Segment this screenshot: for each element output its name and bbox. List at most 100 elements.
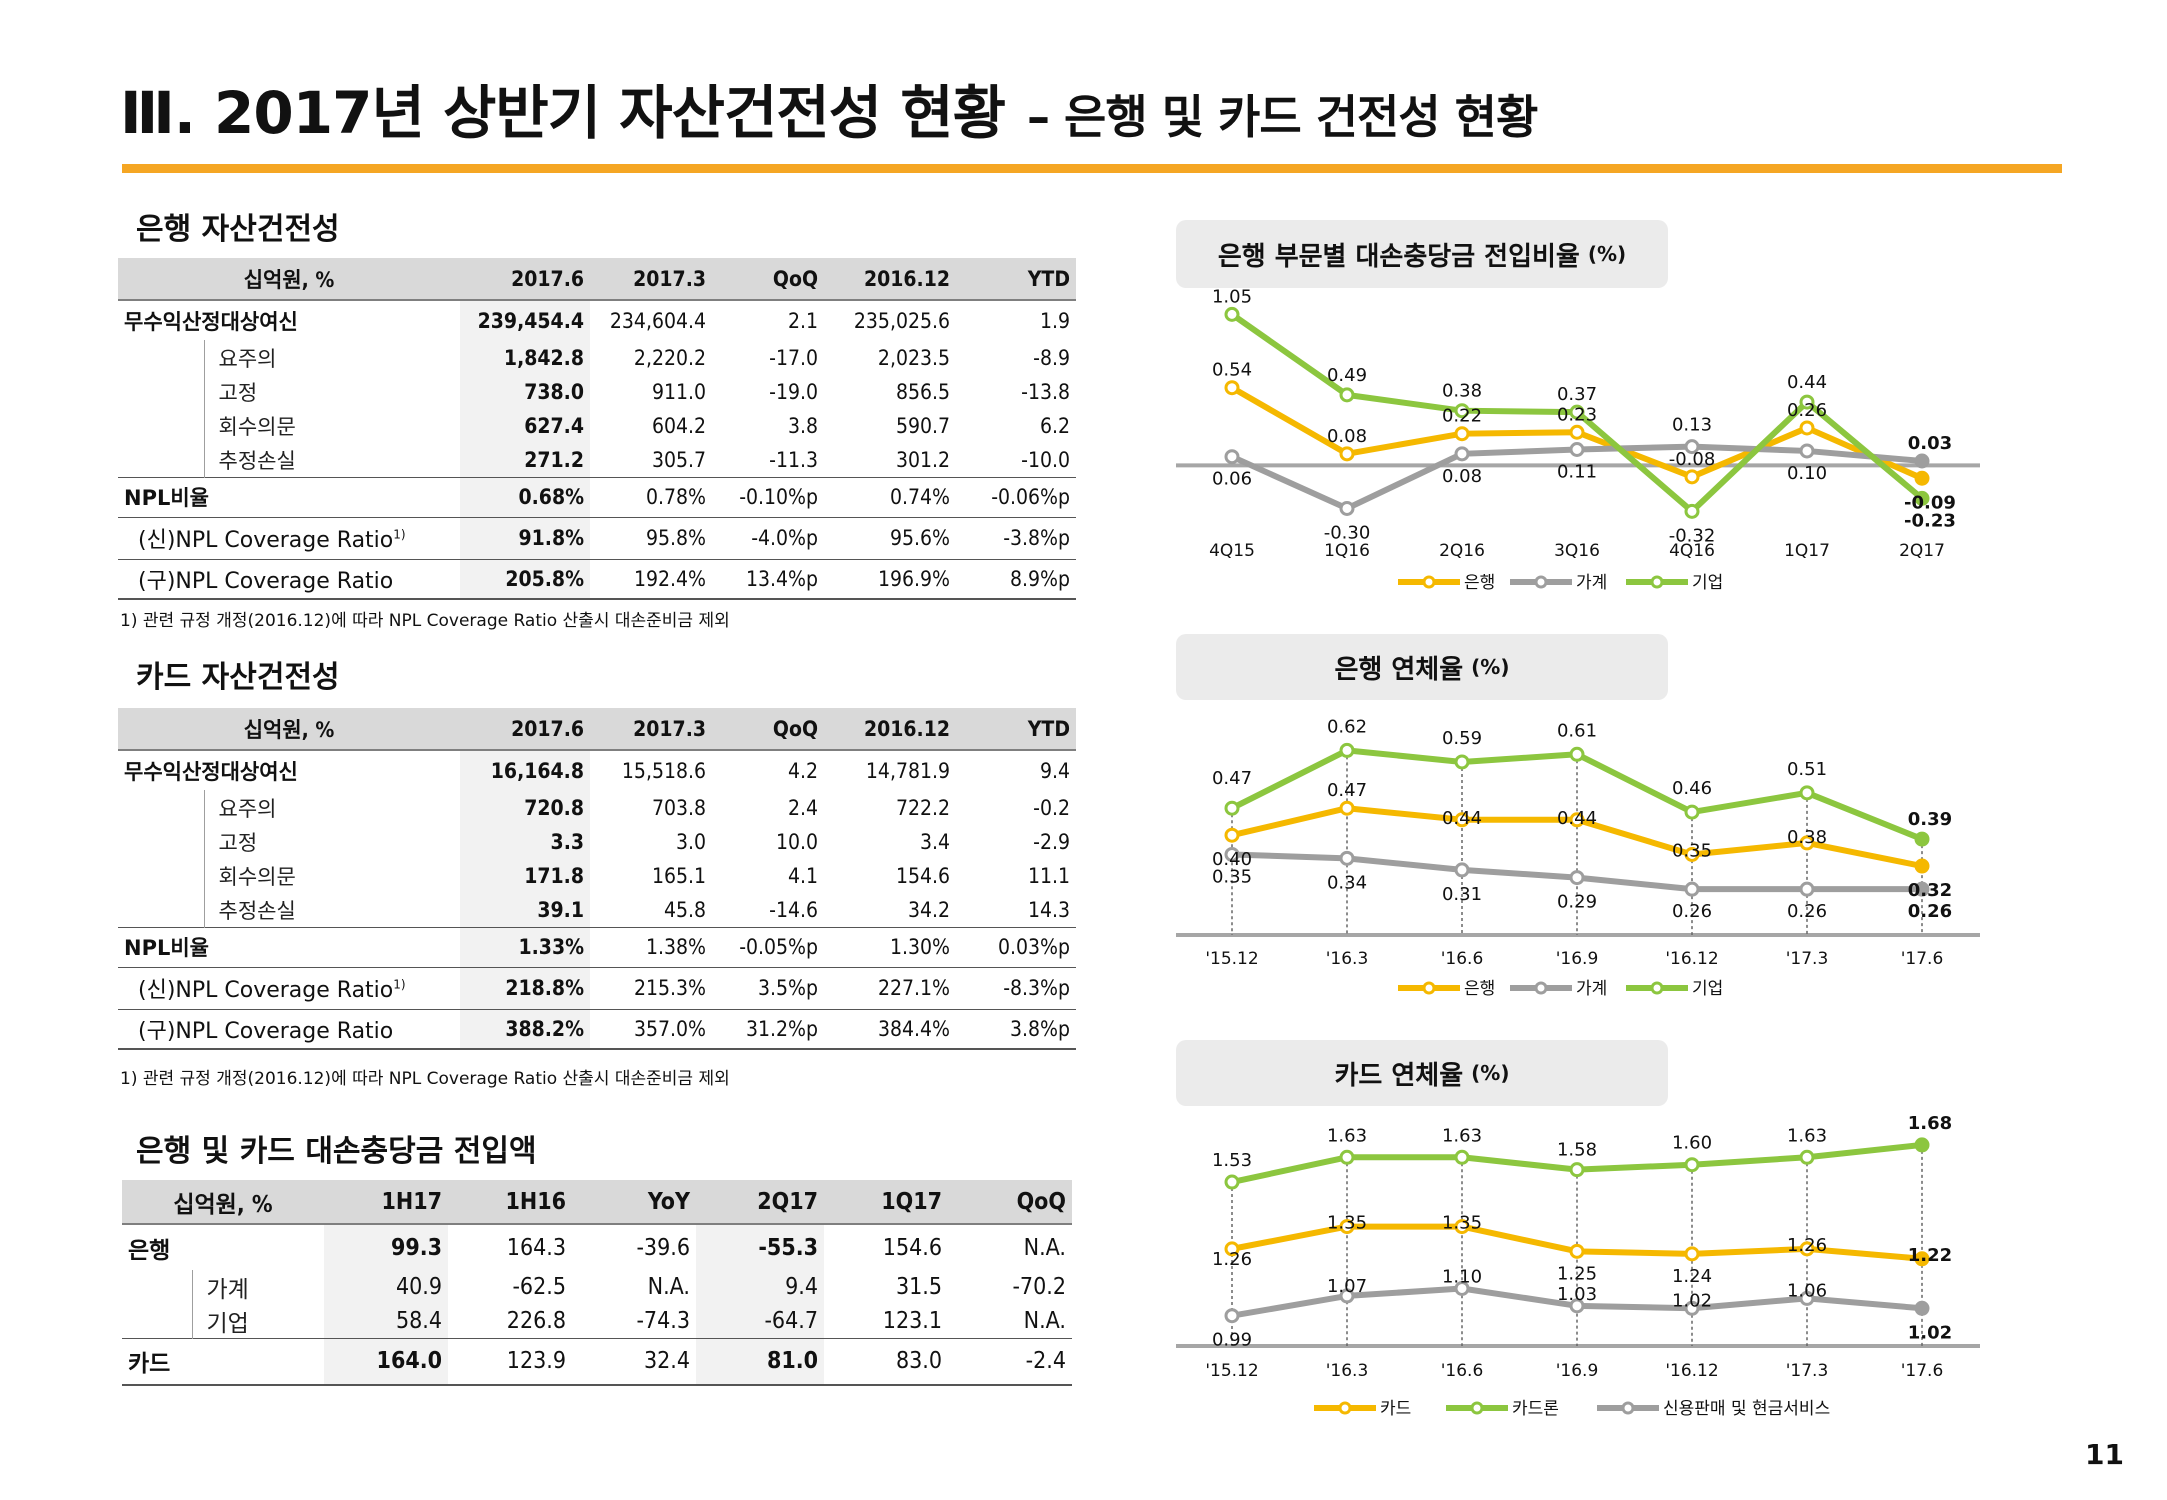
- table-cell: 31.2%p: [712, 1008, 825, 1050]
- table-cell: -2.4: [948, 1338, 1072, 1386]
- table-cell: -0.2: [1033, 795, 1071, 820]
- table-cell: -19.0: [769, 380, 819, 404]
- data-label: 1.02: [1672, 1290, 1712, 1311]
- row-label: (구)NPL Coverage Ratio: [118, 1008, 461, 1050]
- table-cell: 2.1: [712, 299, 825, 340]
- table-cell: 227.1%: [824, 966, 957, 1009]
- page-title-main: Ⅲ. 2017년 상반기 자산건전성 현황: [120, 79, 1006, 147]
- data-point: [1224, 846, 1240, 862]
- data-point: [1224, 1241, 1240, 1257]
- legend-marker: [1338, 1401, 1352, 1415]
- table-cell: 154.6: [824, 1223, 948, 1270]
- table-cell: 856.5: [895, 380, 951, 404]
- data-point: [1914, 453, 1930, 469]
- chart3-title-box: 카드 연체율 (%): [1176, 1040, 1668, 1106]
- table-cell: 95.6%: [824, 516, 957, 559]
- data-label: 1.10: [1442, 1266, 1482, 1287]
- data-point: [1569, 442, 1585, 457]
- table-row: 은행 99.3 164.3 -39.6 -55.3 154.6 N.A.: [122, 1223, 1072, 1270]
- table-cell: 171.8: [460, 859, 591, 893]
- row-label: NPL비율: [118, 926, 461, 967]
- data-label: 0.59: [1442, 728, 1482, 749]
- table-cell: -11.3: [769, 447, 819, 472]
- table-cell: 271.2: [460, 443, 591, 477]
- data-label: 0.26: [1672, 901, 1712, 922]
- table-cell: 205.8%: [460, 558, 591, 600]
- table-cell: -0.10%p: [712, 476, 825, 517]
- header-col: YoY: [572, 1180, 696, 1225]
- data-point: [1454, 403, 1470, 419]
- table-cell: -70.2: [1012, 1274, 1066, 1300]
- data-label: 0.44: [1442, 808, 1482, 829]
- table-cell: 357.0%: [590, 1008, 713, 1050]
- data-point: [1224, 1308, 1240, 1324]
- row-label-text: 무수익산정대상여신: [124, 759, 298, 784]
- x-tick-label: '16.6: [1441, 1361, 1484, 1381]
- data-point: [1799, 1149, 1815, 1165]
- data-label: 0.10: [1787, 463, 1827, 484]
- data-point: [1914, 858, 1930, 874]
- x-tick-label: 3Q16: [1554, 541, 1600, 561]
- data-point: [1799, 1290, 1815, 1306]
- table-cell: 9.4: [696, 1270, 824, 1304]
- table-cell: 215.3%: [590, 966, 713, 1009]
- table-row: (구)NPL Coverage Ratio 388.2% 357.0% 31.2%p 3…: [118, 1008, 1077, 1050]
- data-point: [1684, 846, 1700, 862]
- table-cell: 3.8%p: [956, 1008, 1077, 1050]
- header-unit: 십억원, %: [118, 258, 461, 301]
- data-label: 0.29: [1557, 892, 1597, 913]
- data-label: 1.26: [1787, 1235, 1827, 1256]
- data-label: 1.22: [1908, 1245, 1952, 1266]
- table-cell: 911.0: [651, 380, 707, 404]
- footnote-marker: 1): [393, 527, 406, 542]
- data-point: [1454, 862, 1470, 878]
- data-point: [1799, 835, 1815, 851]
- data-point: [1454, 426, 1470, 442]
- table-cell: 3.0: [675, 830, 707, 854]
- legend-marker: [1422, 575, 1436, 589]
- legend-label: 기업: [1692, 979, 1723, 999]
- header-col: 2Q17: [696, 1180, 824, 1225]
- data-point: [1454, 754, 1470, 770]
- data-label: 0.47: [1212, 768, 1252, 789]
- table-cell: 11.1: [1027, 864, 1071, 888]
- table-cell: 196.9%: [824, 558, 957, 600]
- table-cell: 9.4: [956, 749, 1077, 790]
- row-label: 추정손실: [203, 443, 461, 477]
- data-point: [1684, 1157, 1700, 1173]
- data-point: [1799, 420, 1815, 436]
- table-cell: 14.3: [1027, 897, 1071, 922]
- data-label: 1.03: [1557, 1284, 1597, 1305]
- x-tick-label: '16.9: [1556, 949, 1599, 969]
- table-cell: 91.8%: [460, 516, 591, 559]
- data-label: 0.26: [1908, 901, 1952, 922]
- header-col: 2016.12: [824, 708, 957, 751]
- row-label: (신)NPL Coverage Ratio1): [118, 966, 461, 1009]
- table-cell: 58.4: [324, 1304, 448, 1339]
- data-label: 0.22: [1442, 406, 1482, 427]
- header-col: 2016.12: [824, 258, 957, 301]
- data-label: 0.31: [1442, 884, 1482, 905]
- x-tick-label: 1Q17: [1784, 541, 1830, 561]
- data-label: -0.30: [1324, 522, 1371, 543]
- table-cell: 32.4: [572, 1338, 696, 1386]
- x-tick-label: '16.3: [1326, 1361, 1369, 1381]
- table-cell: 234,604.4: [590, 299, 713, 340]
- row-label-text: (신)NPL Coverage Ratio: [138, 978, 394, 1003]
- table-row: 고정 738.0 911.0 -19.0 856.5 -13.8: [118, 375, 1076, 409]
- data-label: 0.35: [1672, 840, 1712, 861]
- data-label: 1.63: [1442, 1125, 1482, 1146]
- data-point: [1339, 1288, 1355, 1304]
- table-cell: 164.3: [448, 1223, 572, 1270]
- table-cell: 239,454.4: [460, 299, 591, 340]
- data-point: [1684, 1300, 1700, 1316]
- data-label: 0.47: [1327, 780, 1367, 801]
- data-label: 1.05: [1212, 286, 1252, 307]
- legend-label: 신용판매 및 현금서비스: [1663, 1399, 1830, 1419]
- table-row: 추정손실 39.1 45.8 -14.6 34.2 14.3: [118, 893, 1076, 927]
- legend-label: 가계: [1576, 573, 1607, 593]
- row-label-text: NPL비율: [124, 936, 209, 960]
- data-point: [1339, 387, 1355, 403]
- data-point: [1914, 490, 1930, 506]
- table-cell: 1.33%: [460, 926, 591, 967]
